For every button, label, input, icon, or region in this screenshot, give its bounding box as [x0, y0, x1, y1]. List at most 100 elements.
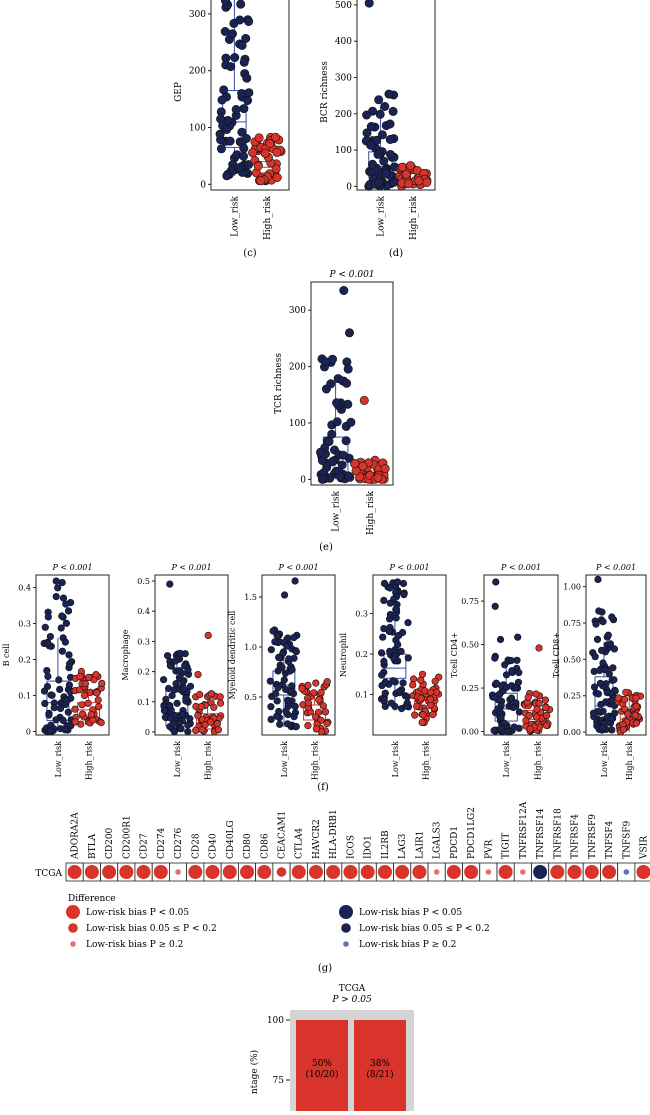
legend-marker [339, 905, 353, 919]
legend-label: Low-risk bias 0.05 ≤ P < 0.2 [359, 924, 490, 934]
data-point [241, 134, 251, 144]
data-point [63, 697, 71, 705]
y-tick-label: 0.5 [137, 577, 150, 586]
y-tick-label: 0.4 [137, 607, 150, 616]
data-point [272, 173, 282, 183]
data-point [50, 704, 58, 712]
data-point [403, 693, 411, 701]
x-tick-label: Low_risk [376, 195, 386, 236]
x-tick-label: High_risk [409, 195, 419, 240]
data-point [344, 471, 354, 481]
data-point [97, 718, 105, 727]
legend-marker [68, 923, 78, 933]
data-point [44, 672, 52, 681]
y-tick-label: 300 [289, 306, 306, 316]
data-point [216, 144, 226, 154]
difference-dot [533, 865, 548, 879]
y-tick-label: 200 [289, 363, 306, 373]
data-point [510, 723, 518, 731]
y-tick-label: 500 [335, 1, 352, 11]
data-point [599, 618, 607, 626]
data-point [492, 578, 500, 586]
y-tick-label: 1.0 [244, 643, 257, 652]
data-point [392, 605, 401, 613]
data-point [497, 724, 505, 733]
bar-red-bar2 [354, 1020, 406, 1112]
data-point [367, 159, 377, 169]
data-point [380, 596, 388, 605]
data-point [235, 15, 245, 25]
data-point [492, 679, 500, 687]
difference-dot [276, 867, 287, 877]
data-point [385, 119, 395, 129]
plot-e: P < 0.001 0 100 200 300 TCR richness Low_risk H… [274, 270, 394, 535]
data-point [399, 579, 408, 588]
data-point [171, 657, 180, 665]
data-point [315, 696, 323, 704]
data-point [532, 713, 541, 721]
data-point [304, 721, 312, 730]
data-point [597, 700, 605, 709]
difference-dot [520, 869, 526, 875]
data-point [166, 580, 174, 588]
data-point [57, 624, 65, 632]
data-point [328, 457, 338, 467]
x-tick-label: Low_risk [230, 195, 240, 236]
data-point [271, 132, 281, 142]
p-value-label: P < 0.001 [595, 563, 636, 572]
data-point [599, 724, 607, 732]
data-point [41, 699, 49, 708]
data-point [515, 708, 524, 716]
data-point [502, 671, 511, 679]
bar-count-label: (10/20) [306, 1069, 339, 1080]
data-point [178, 711, 186, 719]
difference-dot [412, 865, 427, 879]
difference-dot [136, 865, 151, 879]
data-point [542, 711, 551, 720]
data-point [65, 651, 73, 659]
gene-label: LAIR1 [415, 830, 425, 859]
data-point [312, 713, 320, 721]
bar-count-label: (8/21) [366, 1069, 393, 1080]
data-point [373, 473, 383, 483]
data-point [378, 649, 386, 657]
data-point [622, 688, 630, 696]
data-point [52, 577, 60, 585]
y-tick-label: 300 [335, 73, 352, 83]
data-point [284, 720, 292, 728]
data-point [317, 688, 325, 697]
y-axis-label: B cell [2, 643, 11, 666]
data-point [164, 652, 172, 660]
data-point [194, 670, 202, 679]
data-point [312, 679, 320, 687]
data-point [92, 670, 100, 679]
data-point [624, 710, 632, 718]
data-point [542, 721, 551, 730]
data-point [346, 417, 356, 427]
gene-label: CD40LG [226, 820, 236, 859]
y-tick-label: 0 [200, 180, 206, 190]
data-point [65, 660, 74, 668]
data-point [312, 725, 321, 733]
data-point [284, 696, 292, 704]
data-point [170, 728, 178, 736]
data-point [380, 579, 389, 588]
data-point [80, 691, 89, 700]
panel-label-f: (f) [317, 782, 329, 793]
data-point [248, 148, 258, 158]
legend-marker [66, 905, 80, 919]
data-point [491, 693, 499, 701]
data-point [56, 685, 64, 694]
data-point [401, 169, 411, 179]
data-point [507, 694, 516, 702]
legend-marker [341, 923, 351, 933]
p-value-label: P < 0.001 [277, 563, 318, 572]
data-point [243, 96, 253, 106]
data-point [52, 716, 60, 724]
gene-label: ICOS [346, 835, 356, 859]
data-point [184, 666, 192, 674]
data-point [198, 726, 206, 734]
data-point [271, 164, 281, 174]
data-point [292, 648, 300, 656]
